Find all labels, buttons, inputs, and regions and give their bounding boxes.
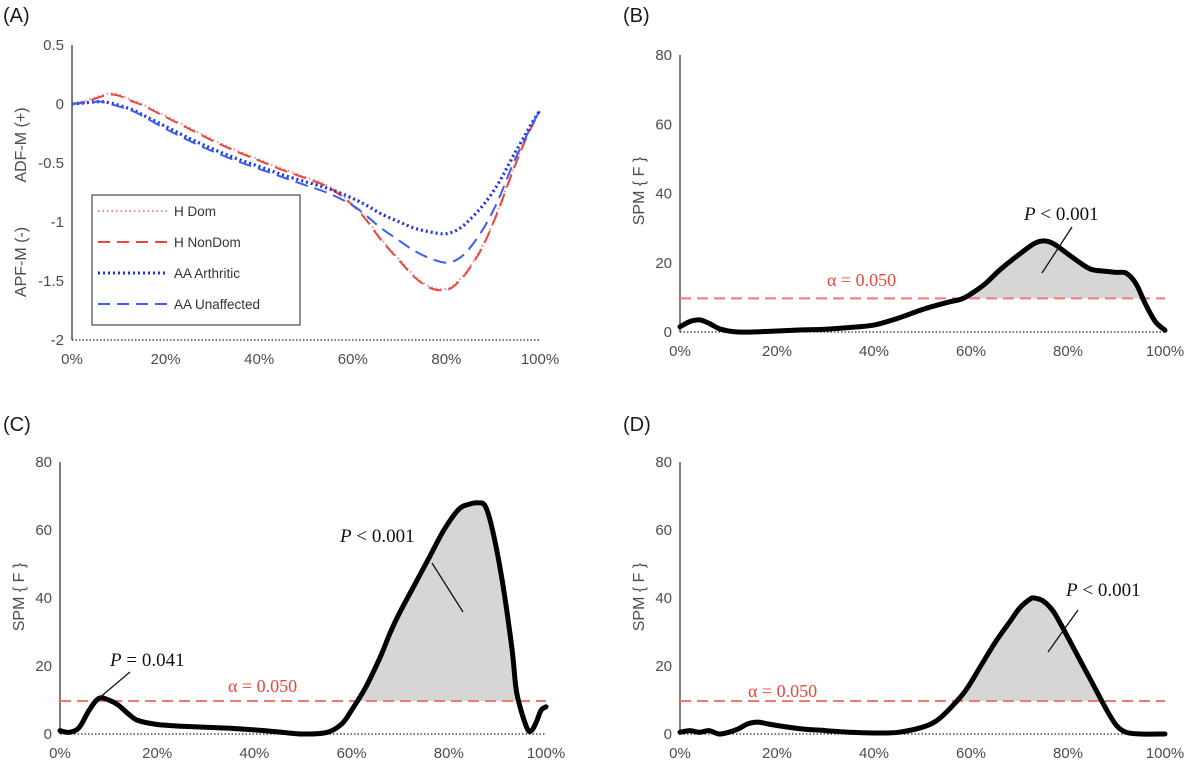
panel-c-pointer-2 [431,562,464,613]
panel-d-spm-curve [677,595,1168,737]
panel-d-x-tick-label: 40% [859,745,889,762]
panel-b-y-tick-label: 20 [655,255,672,272]
panel-d: (D) SPM { F } 0% 20% 40% 60% 80% 100% 0 20 40 60 8… [623,414,1184,762]
panel-c-y-tick-label: 40 [35,590,52,607]
panel-b-spm-curve [677,238,1168,335]
series-aa-unaffected [71,100,541,264]
panel-b-x-tick-label: 0% [669,343,691,360]
panel-a-x-tick-label: 40% [244,351,274,368]
legend-item-aa-unaffected: AA Unaffected [174,297,260,312]
panel-c: (C) SPM { F } 0% 20% 40% 60% 80% 100% 0 20 40 60 8… [3,414,565,762]
panel-a-x-tick-label: 20% [151,351,181,368]
panel-c-ylabel: SPM { F } [11,562,28,631]
panel-c-suprathreshold-area [95,502,519,702]
panel-a-y-tick-label: -2 [51,332,64,349]
panel-d-x-tick-label: 80% [1053,745,1083,762]
panel-b-y-tick-label: 0 [664,324,672,341]
panel-c-x-tick-label: 0% [49,745,71,762]
panel-d-x-tick-label: 20% [762,745,792,762]
panel-b-x-tick-label: 100% [1146,343,1184,360]
panel-c-x-tick-label: 60% [337,745,367,762]
panel-a-x-tick-label: 100% [521,351,559,368]
panel-d-x-tick-label: 0% [669,745,691,762]
legend-item-h-dom: H Dom [174,204,216,219]
panel-b-x-tick-label: 40% [859,343,889,360]
legend-item-aa-arthritic: AA Arthritic [174,266,240,281]
panel-a-x-tick-label: 60% [338,351,368,368]
panel-b-label: (B) [623,5,650,27]
panel-d-y-tick-label: 80 [655,454,672,471]
panel-c-x-tick-label: 100% [527,745,565,762]
panel-d-x-tick-label: 60% [956,745,986,762]
panel-c-y-tick-label: 80 [35,454,52,471]
panel-b-x-tick-label: 80% [1053,343,1083,360]
panel-d-y-tick-label: 20 [655,658,672,675]
panel-c-y-tick-label: 0 [44,726,52,743]
panel-c-label: (C) [3,414,31,436]
panel-b-x-tick-label: 60% [956,343,986,360]
panel-d-alpha-label: α = 0.050 [748,681,817,701]
panel-c-x-tick-label: 20% [142,745,172,762]
panel-a-x-tick-label: 0% [61,351,83,368]
panel-c-alpha-label: α = 0.050 [228,676,297,696]
panel-d-y-tick-label: 0 [664,726,672,743]
panel-b-x-tick-label: 20% [762,343,792,360]
series-h-dom [71,92,541,291]
panel-a: (A) ADF-M (+) APF-M (-) 0% 20% 40% 60% 80% 10… [3,5,559,368]
panel-b-y-tick-label: 60 [655,116,672,133]
panel-a-y-tick-label: 0.5 [43,37,64,54]
panel-b-y-tick-label: 80 [655,47,672,64]
panel-c-y-tick-label: 20 [35,658,52,675]
panel-a-label: (A) [3,5,30,27]
panel-d-y-tick-label: 60 [655,522,672,539]
panel-d-ylabel: SPM { F } [631,562,648,631]
panel-d-y-tick-label: 40 [655,590,672,607]
panel-a-y-tick-label: -1.5 [38,273,64,290]
panel-b-alpha-label: α = 0.050 [827,270,896,290]
panel-a-ylabel-bottom: APF-M (-) [13,227,30,297]
panel-d-pointer [1047,609,1079,653]
panel-c-spm-curve [57,500,549,737]
panel-a-y-tick-label: 0 [56,96,64,113]
panel-c-pvalue-2: P < 0.001 [339,526,415,547]
panel-a-ylabel-top: ADF-M (+) [13,107,30,182]
panel-d-label: (D) [623,414,651,436]
panel-b-suprathreshold-area [963,240,1143,299]
panel-d-suprathreshold-area [957,597,1102,702]
panel-c-pvalue-1: P = 0.041 [109,650,185,671]
legend-item-h-nondom: H NonDom [174,235,241,250]
panel-b-pointer [1041,226,1073,274]
panel-c-x-tick-label: 80% [434,745,464,762]
panel-b-y-tick-label: 40 [655,186,672,203]
panel-b-ylabel: SPM { F } [631,156,648,225]
panel-a-y-tick-label: -1 [51,214,64,231]
panel-d-x-tick-label: 100% [1146,745,1184,762]
panel-b-pvalue: P < 0.001 [1023,204,1099,225]
panel-a-y-tick-label: -0.5 [38,155,64,172]
panel-b: (B) SPM { F } 0% 20% 40% 60% 80% 100% 0 20 40 60 8… [623,5,1184,360]
panel-a-legend: H Dom H NonDom AA Arthritic AA Unaffecte… [91,194,301,326]
panel-c-x-tick-label: 40% [239,745,269,762]
panel-c-pointer-1 [97,671,131,700]
panel-a-x-tick-label: 80% [431,351,461,368]
panel-c-y-tick-label: 60 [35,522,52,539]
panel-d-pvalue: P < 0.001 [1065,580,1141,601]
